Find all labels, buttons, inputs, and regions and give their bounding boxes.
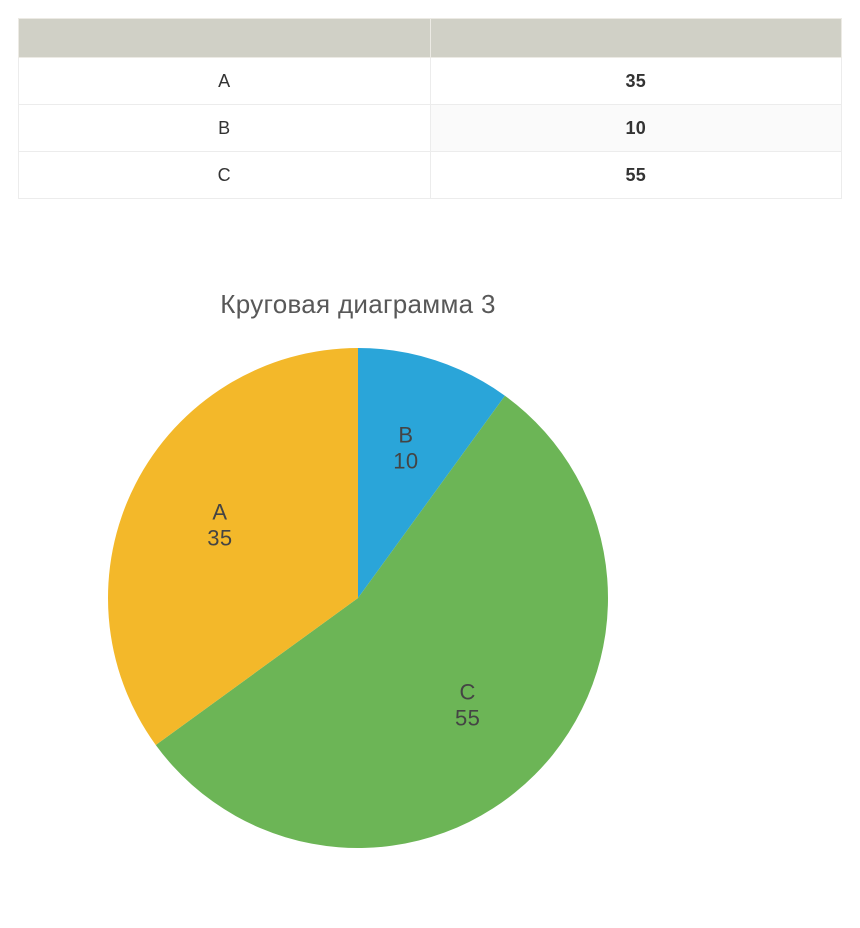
table-row: C 55 <box>19 152 842 199</box>
slice-label-value: 35 <box>207 526 232 551</box>
slice-label-name: A <box>212 500 227 525</box>
table-label-cell: C <box>19 152 431 199</box>
table-label-cell: B <box>19 105 431 152</box>
data-table: A 35 B 10 C 55 <box>18 18 842 199</box>
slice-label-name: C <box>459 680 475 705</box>
table-value-cell: 55 <box>430 152 842 199</box>
slice-label-value: 10 <box>393 449 418 474</box>
page: A 35 B 10 C 55 Круговая диаграмма 3 B10C… <box>0 0 860 858</box>
table-header-row <box>19 19 842 58</box>
pie-slices <box>108 348 608 848</box>
slice-label-name: B <box>398 423 413 448</box>
chart-title: Круговая диаграмма 3 <box>98 289 618 320</box>
table-header-cell <box>19 19 431 58</box>
table-value-cell: 35 <box>430 58 842 105</box>
table-row: B 10 <box>19 105 842 152</box>
pie-chart: Круговая диаграмма 3 B10 C55 A35 <box>98 289 842 858</box>
pie-svg: B10 C55 A35 <box>98 338 618 858</box>
table-row: A 35 <box>19 58 842 105</box>
table-header-cell <box>430 19 842 58</box>
table-label-cell: A <box>19 58 431 105</box>
slice-label-value: 55 <box>455 706 480 731</box>
table-value-cell: 10 <box>430 105 842 152</box>
